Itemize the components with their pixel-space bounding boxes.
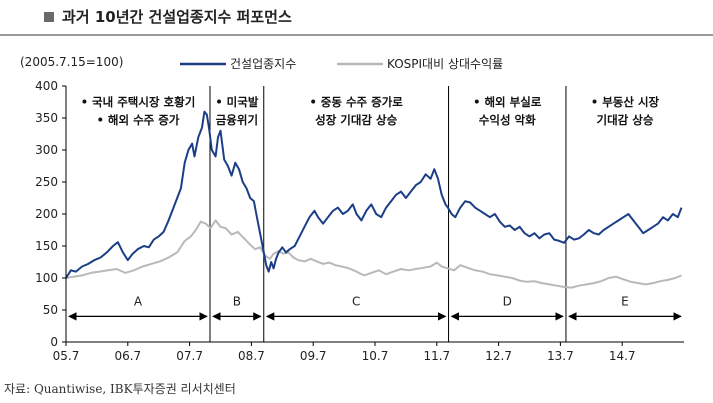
x-tick-label: 14.7 bbox=[609, 349, 636, 363]
x-tick-label: 08.7 bbox=[238, 349, 265, 363]
y-tick-label: 150 bbox=[35, 239, 58, 253]
y-tick-label: 250 bbox=[35, 175, 58, 189]
x-tick-label: 09.7 bbox=[300, 349, 327, 363]
y-tick-label: 400 bbox=[35, 79, 58, 93]
period-note: • 부동산 시장 bbox=[591, 95, 660, 109]
period-note: 성장 기대감 상승 bbox=[315, 113, 397, 127]
period-label: B bbox=[233, 295, 241, 309]
period-note: 기대감 상승 bbox=[597, 113, 654, 127]
period-note: 금융위기 bbox=[216, 113, 258, 127]
period-label: A bbox=[134, 295, 143, 309]
title-divider bbox=[0, 34, 713, 36]
x-tick-label: 12.7 bbox=[485, 349, 512, 363]
x-tick-label: 07.7 bbox=[176, 349, 203, 363]
y-tick-label: 350 bbox=[35, 111, 58, 125]
legend-label-kospi: KOSPI대비 상대수익률 bbox=[387, 57, 503, 71]
period-note: • 해외 부실로 bbox=[473, 95, 542, 109]
y-tick-label: 100 bbox=[35, 271, 58, 285]
period-label: D bbox=[503, 295, 512, 309]
y-tick-label: 300 bbox=[35, 143, 58, 157]
line-chart: (2005.7.15=100) 건설업종지수 KOSPI대비 상대수익률 0 50 100… bbox=[20, 55, 684, 363]
y-tick-label: 200 bbox=[35, 207, 58, 221]
period-note: • 국내 주택시장 호황기 bbox=[81, 95, 196, 109]
base-note: (2005.7.15=100) bbox=[20, 55, 123, 69]
period-note: • 해외 수주 증가 bbox=[97, 113, 180, 127]
period-note: • 중동 수주 증가로 bbox=[309, 95, 403, 109]
x-tick-label: 11.7 bbox=[423, 349, 450, 363]
chart-title: 과거 10년간 건설업종지수 퍼포먼스 bbox=[62, 8, 292, 26]
x-tick-label: 13.7 bbox=[547, 349, 574, 363]
period-label: C bbox=[352, 295, 360, 309]
y-tick-label: 50 bbox=[43, 303, 58, 317]
x-tick-label: 10.7 bbox=[362, 349, 389, 363]
series-kospi-relative-line bbox=[65, 219, 682, 289]
period-note: • 미국발 bbox=[215, 95, 259, 109]
title-bar: 과거 10년간 건설업종지수 퍼포먼스 bbox=[0, 0, 713, 34]
y-tick-label: 0 bbox=[50, 335, 58, 349]
title-marker bbox=[44, 12, 54, 22]
source-note: 자료: Quantiwise, IBK투자증권 리서치센터 bbox=[4, 382, 236, 396]
x-tick-label: 05.7 bbox=[53, 349, 80, 363]
period-note: 수익성 악화 bbox=[479, 113, 536, 127]
series-construction-line bbox=[65, 110, 683, 279]
legend-label-construction: 건설업종지수 bbox=[230, 57, 296, 71]
x-tick-label: 06.7 bbox=[114, 349, 141, 363]
period-label: E bbox=[621, 295, 629, 309]
